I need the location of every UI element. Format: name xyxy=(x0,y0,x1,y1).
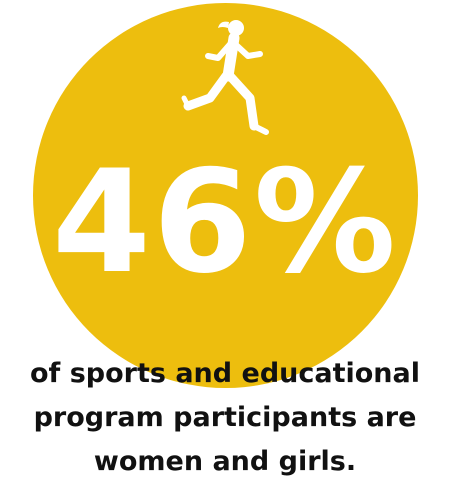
stat-value: 46% xyxy=(52,140,398,305)
stat-caption: of sports and educational program partic… xyxy=(0,352,450,484)
caption-line: women and girls. xyxy=(93,446,357,477)
caption-line: of sports and educational xyxy=(30,358,420,389)
runner-icon xyxy=(181,20,269,135)
caption-line: program participants are xyxy=(33,402,417,433)
